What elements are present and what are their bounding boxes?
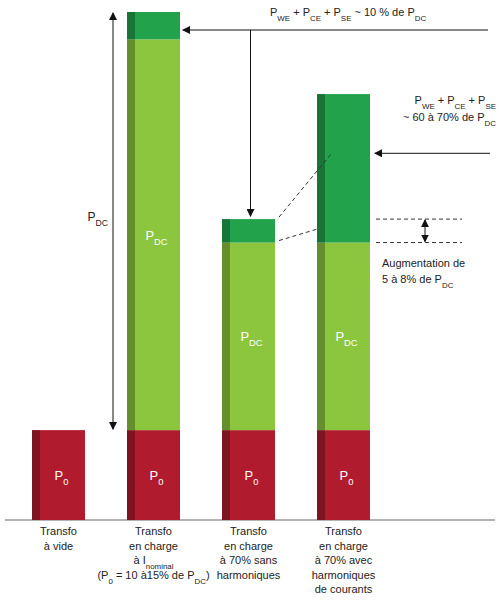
guide-line bbox=[376, 219, 462, 220]
bar-segment bbox=[127, 12, 180, 39]
segment-label: PDC bbox=[240, 329, 262, 348]
category-line: à 70% sans bbox=[220, 554, 278, 566]
subscript: 0 bbox=[63, 477, 68, 487]
segment-label: P0 bbox=[55, 468, 69, 487]
arrow bbox=[250, 30, 251, 216]
category-line: Transfo bbox=[230, 525, 267, 537]
bar-segment bbox=[317, 94, 370, 242]
subscript: SE bbox=[485, 102, 496, 111]
arrow bbox=[183, 30, 488, 31]
arrow bbox=[113, 13, 114, 429]
subscript: DC bbox=[194, 576, 206, 585]
category-line: Transfo bbox=[325, 525, 362, 537]
annotation: Augmentation de bbox=[382, 257, 465, 269]
segment-label: P0 bbox=[340, 468, 354, 487]
guide-line bbox=[279, 154, 331, 217]
annotation: PDC bbox=[88, 210, 108, 228]
category-label: Transfo en charge à 70% sans harmoniques bbox=[217, 525, 281, 581]
guide-line bbox=[279, 229, 319, 241]
bar-shade bbox=[127, 430, 135, 520]
category-line: Transfo bbox=[135, 525, 172, 537]
subscript: DC bbox=[442, 280, 454, 289]
bar-shade bbox=[127, 39, 135, 430]
category-line: (P0 = 10 à15% de PDC) bbox=[97, 569, 209, 586]
category-line: en charge bbox=[129, 540, 178, 552]
bar-shade bbox=[32, 430, 40, 431]
subscript: DC bbox=[485, 119, 497, 128]
category-line: Transfo bbox=[40, 525, 77, 537]
subscript: WE bbox=[422, 102, 435, 111]
subscript: DC bbox=[249, 338, 263, 348]
subscript: SE bbox=[341, 14, 352, 23]
subscript: DC bbox=[154, 237, 168, 247]
bars bbox=[32, 12, 370, 520]
bar-segment bbox=[127, 39, 180, 430]
subscript: 0 bbox=[348, 477, 353, 487]
bar-shade bbox=[317, 243, 325, 431]
bar-segment bbox=[317, 430, 370, 520]
arrow bbox=[375, 153, 490, 154]
category-label: Transfo à vide bbox=[40, 525, 77, 552]
subscript: DC bbox=[415, 14, 427, 23]
annotation: 5 à 8% de PDC bbox=[382, 273, 454, 290]
bar-shade bbox=[317, 94, 325, 242]
segment-label: P0 bbox=[245, 468, 259, 487]
annotations bbox=[113, 13, 490, 429]
bar-shade bbox=[32, 430, 40, 520]
annotation: PWE + PCE + PSE ~ 10 % de PDC bbox=[270, 6, 426, 23]
category-line: en charge bbox=[319, 540, 368, 552]
bar-segment bbox=[32, 430, 85, 520]
bar-shade bbox=[317, 430, 325, 520]
annotation: ~ 60 à 70% de PDC bbox=[403, 111, 496, 128]
category-line: à 70% avec bbox=[315, 554, 373, 566]
segment-label: P0 bbox=[150, 468, 164, 487]
chart: P0 P0 PDC P0 PDC P0 PDC Transfo à vide Transfo en … bbox=[0, 0, 503, 614]
category-line: de courants bbox=[315, 583, 373, 595]
category-line: harmoniques bbox=[312, 569, 376, 581]
bar-segment bbox=[32, 430, 85, 431]
subscript: DC bbox=[96, 218, 108, 228]
segment-label: PDC bbox=[145, 228, 167, 247]
category-line: harmoniques bbox=[217, 569, 281, 581]
bar-segment bbox=[32, 430, 85, 431]
category-label: Transfo en charge à 70% avec harmoniques de … bbox=[312, 525, 376, 595]
bar-segment bbox=[127, 430, 180, 520]
bar-shade bbox=[222, 430, 230, 520]
bar-segment bbox=[317, 243, 370, 431]
subscript: 0 bbox=[108, 576, 113, 585]
subscript: CE bbox=[455, 102, 466, 111]
subscript: DC bbox=[344, 338, 358, 348]
bar-shade bbox=[222, 219, 230, 242]
segment-label: PDC bbox=[335, 329, 357, 348]
subscript: CE bbox=[310, 14, 321, 23]
bar-shade bbox=[32, 430, 40, 431]
bar-shade bbox=[127, 12, 135, 39]
subscript: WE bbox=[277, 14, 290, 23]
bar-segment bbox=[222, 430, 275, 520]
bar-segment bbox=[222, 219, 275, 242]
arrow bbox=[425, 220, 426, 241]
bar-shade bbox=[222, 243, 230, 431]
category-line: en charge bbox=[224, 540, 273, 552]
category-line: à vide bbox=[44, 540, 73, 552]
bar-segment bbox=[222, 243, 275, 431]
category-label: Transfoen chargeà Inominal(P0 = 10 à15% … bbox=[97, 525, 209, 585]
subscript: 0 bbox=[158, 477, 163, 487]
guide-line bbox=[376, 242, 462, 243]
subscript: 0 bbox=[253, 477, 258, 487]
annotation: PWE + PCE + PSE bbox=[415, 94, 496, 111]
